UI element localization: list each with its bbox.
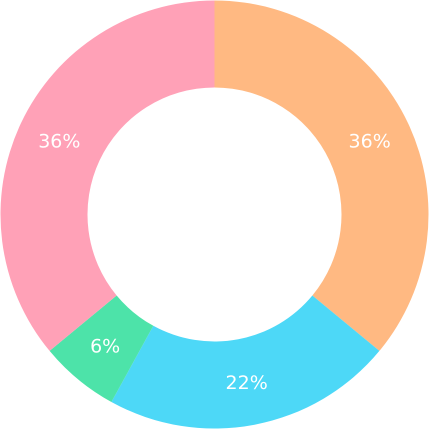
slice-label-3: 36%: [38, 130, 80, 152]
slice-label-1: 22%: [226, 372, 268, 394]
donut-slice-2: [49, 295, 154, 403]
donut-slice-0: [214, 0, 429, 351]
donut-slice-3: [0, 0, 215, 351]
slice-label-0: 36%: [349, 130, 391, 152]
donut-slice-1: [111, 295, 380, 429]
slice-label-2: 6%: [90, 336, 120, 358]
labels-layer: 36% 22% 6% 36%: [38, 130, 391, 393]
